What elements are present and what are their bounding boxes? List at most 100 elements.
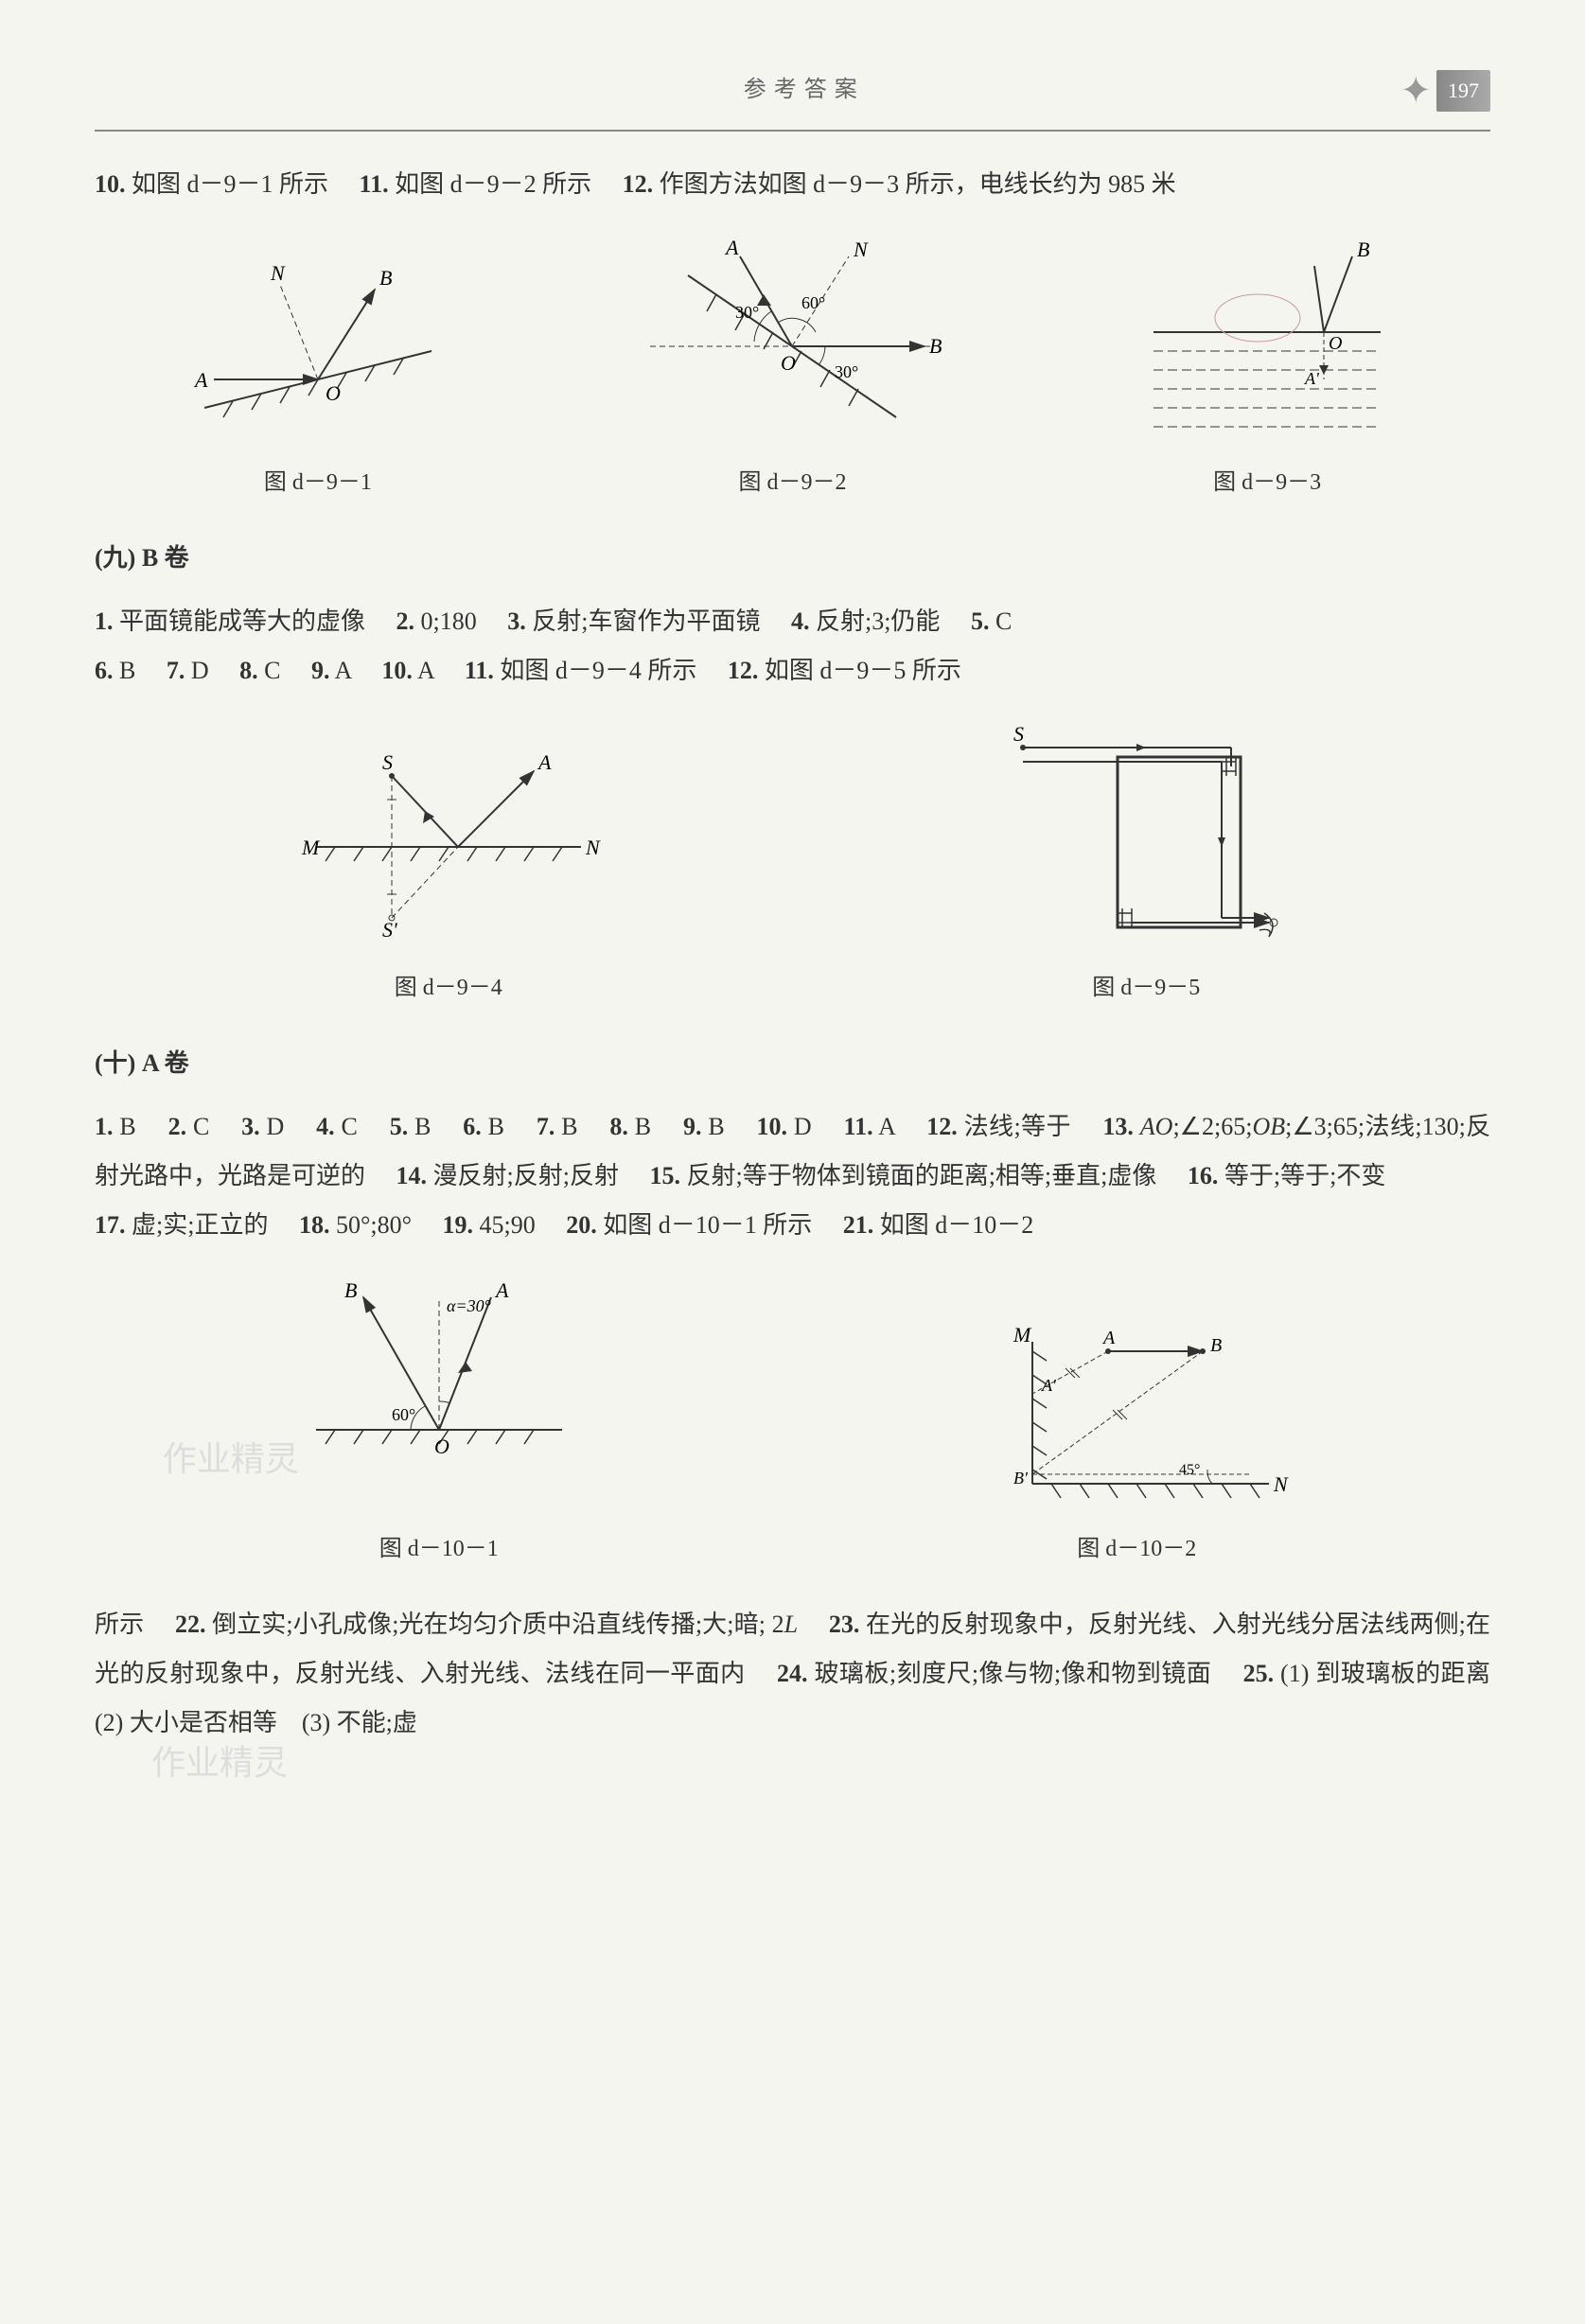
item-text: B (114, 1113, 162, 1140)
diagram-d-10-1: O A B α=30° 60° 作业精灵 图 d－10－1 (288, 1278, 590, 1572)
svg-text:O: O (326, 381, 341, 405)
watermark: 作业精灵 (163, 1425, 299, 1493)
diagram-caption: 图 d－9－5 (1092, 965, 1200, 1011)
page-header: 参考答案 ✦ 197 (95, 57, 1490, 132)
svg-text:A': A' (1304, 369, 1320, 388)
diagram-caption: 图 d－10－1 (379, 1526, 499, 1572)
item-text: B (482, 1113, 530, 1140)
diagram-d-9-1: N A B O 图 d－9－1 (185, 256, 450, 505)
svg-text:A: A (724, 238, 739, 259)
item-num: 24. (777, 1660, 808, 1687)
item-num: 5. (971, 607, 990, 635)
svg-text:B: B (344, 1278, 357, 1302)
item-text: D (185, 657, 233, 684)
item-text: 0;180 (414, 607, 502, 635)
svg-text:N: N (853, 238, 869, 261)
header-title: 参考答案 (208, 70, 1400, 111)
svg-text:N: N (270, 261, 286, 285)
item-text: 45;90 (473, 1211, 560, 1239)
item-num: 18. (299, 1211, 330, 1239)
item-num: 3. (507, 607, 526, 635)
section-9b-answers: 1. 平面镜能成等大的虚像 2. 0;180 3. 反射;车窗作为平面镜 4. … (95, 597, 1490, 695)
item-num: 1. (95, 1113, 114, 1140)
item-text: 等于;等于;不变 (1218, 1162, 1385, 1189)
watermark: 作业精灵 (151, 1729, 1547, 1797)
item-text: D (260, 1113, 310, 1140)
svg-text:B: B (1210, 1335, 1222, 1356)
item-text: C (258, 657, 306, 684)
item-num: 20. (566, 1211, 597, 1239)
item-num: 10. (381, 657, 413, 684)
svg-text:B: B (929, 334, 942, 358)
item-num: 10. (95, 170, 126, 198)
item-num: 10. (757, 1113, 788, 1140)
item-text-italic: AO (1140, 1113, 1173, 1140)
item-num: 9. (683, 1113, 702, 1140)
diagram-caption: 图 d－9－3 (1213, 460, 1321, 505)
item-text: 虚;实;正立的 (126, 1211, 293, 1239)
svg-text:30°: 30° (735, 303, 759, 322)
item-text: 反射;等于物体到镜面的距离;相等;垂直;虚像 (680, 1162, 1181, 1189)
item-text: 如图 d－9－5 所示 (758, 657, 961, 684)
svg-text:α=30°: α=30° (447, 1296, 491, 1315)
svg-text:O: O (781, 351, 796, 375)
section-9b-title: (九) B 卷 (95, 534, 1490, 583)
diagram-row-2: M N S S' A 图 d－9－4 S (95, 724, 1490, 1011)
item-num: 3. (241, 1113, 260, 1140)
item-num: 7. (167, 657, 185, 684)
item-num: 6. (95, 657, 114, 684)
svg-text:S: S (1013, 724, 1024, 746)
item-num: 25. (1243, 1660, 1275, 1687)
diagram-caption: 图 d－9－4 (395, 965, 502, 1011)
svg-text:S: S (382, 750, 393, 774)
page-number: 197 (1436, 70, 1490, 112)
item-text: 反射;车窗作为平面镜 (526, 607, 785, 635)
item-num: 19. (442, 1211, 473, 1239)
item-num: 8. (239, 657, 258, 684)
item-text: B (701, 1113, 749, 1140)
item-text: B (628, 1113, 677, 1140)
item-num: 16. (1188, 1162, 1219, 1189)
item-num: 2. (168, 1113, 187, 1140)
item-num: 12. (926, 1113, 958, 1140)
diagram-d-10-2: M N A B A' B' 45° 图 d－10－2 (976, 1323, 1297, 1572)
section-10a-title: (十) A 卷 (95, 1039, 1490, 1088)
item-num: 11. (465, 657, 494, 684)
svg-text:M: M (1013, 1323, 1032, 1347)
diagram-row-3: O A B α=30° 60° 作业精灵 图 d－10－1 (95, 1278, 1490, 1572)
item-num: 21. (843, 1211, 874, 1239)
svg-text:60°: 60° (801, 293, 825, 312)
item-text (1134, 1113, 1140, 1140)
item-num: 13. (1102, 1113, 1134, 1140)
item-text: ;∠2;65; (1172, 1113, 1252, 1140)
content-body: 10. 如图 d－9－1 所示 11. 如图 d－9－2 所示 12. 作图方法… (95, 160, 1490, 1835)
item-text: 倒立实;小孔成像;光在均匀介质中沿直线传播;大;暗; 2 (205, 1611, 784, 1638)
item-text-italic: OB (1252, 1113, 1285, 1140)
svg-text:M: M (301, 836, 321, 859)
item-text: 玻璃板;刻度尺;像与物;像和物到镜面 (808, 1660, 1237, 1687)
item-text (798, 1611, 822, 1638)
item-num: 2. (396, 607, 415, 635)
item-num: 9. (311, 657, 330, 684)
item-num: 12. (728, 657, 759, 684)
svg-text:N: N (1273, 1472, 1289, 1496)
item-num: 14. (396, 1162, 428, 1189)
svg-text:B: B (379, 266, 392, 290)
item-text: 如图 d－9－1 所示 (126, 170, 354, 198)
svg-text:A: A (193, 368, 208, 392)
diagram-d-9-5: S 图 d－9－5 (995, 724, 1297, 1011)
item-text: C (335, 1113, 383, 1140)
diagram-caption: 图 d－9－2 (738, 460, 846, 505)
diagram-d-9-2: N A B O 60° 30° 30° 图 d－9－2 (631, 238, 953, 505)
item-text: 作图方法如图 d－9－3 所示，电线长约为 985 米 (653, 170, 1176, 198)
svg-text:45°: 45° (1179, 1462, 1200, 1478)
item-num: 11. (360, 170, 389, 198)
svg-text:A: A (537, 750, 552, 774)
svg-text:30°: 30° (835, 362, 858, 381)
item-text: D (787, 1113, 837, 1140)
svg-text:S': S' (382, 918, 397, 942)
item-num: 8. (609, 1113, 628, 1140)
svg-text:O: O (434, 1435, 449, 1458)
item-text: 如图 d－10－1 所示 (597, 1211, 837, 1239)
diagram-caption: 图 d－9－1 (264, 460, 372, 505)
